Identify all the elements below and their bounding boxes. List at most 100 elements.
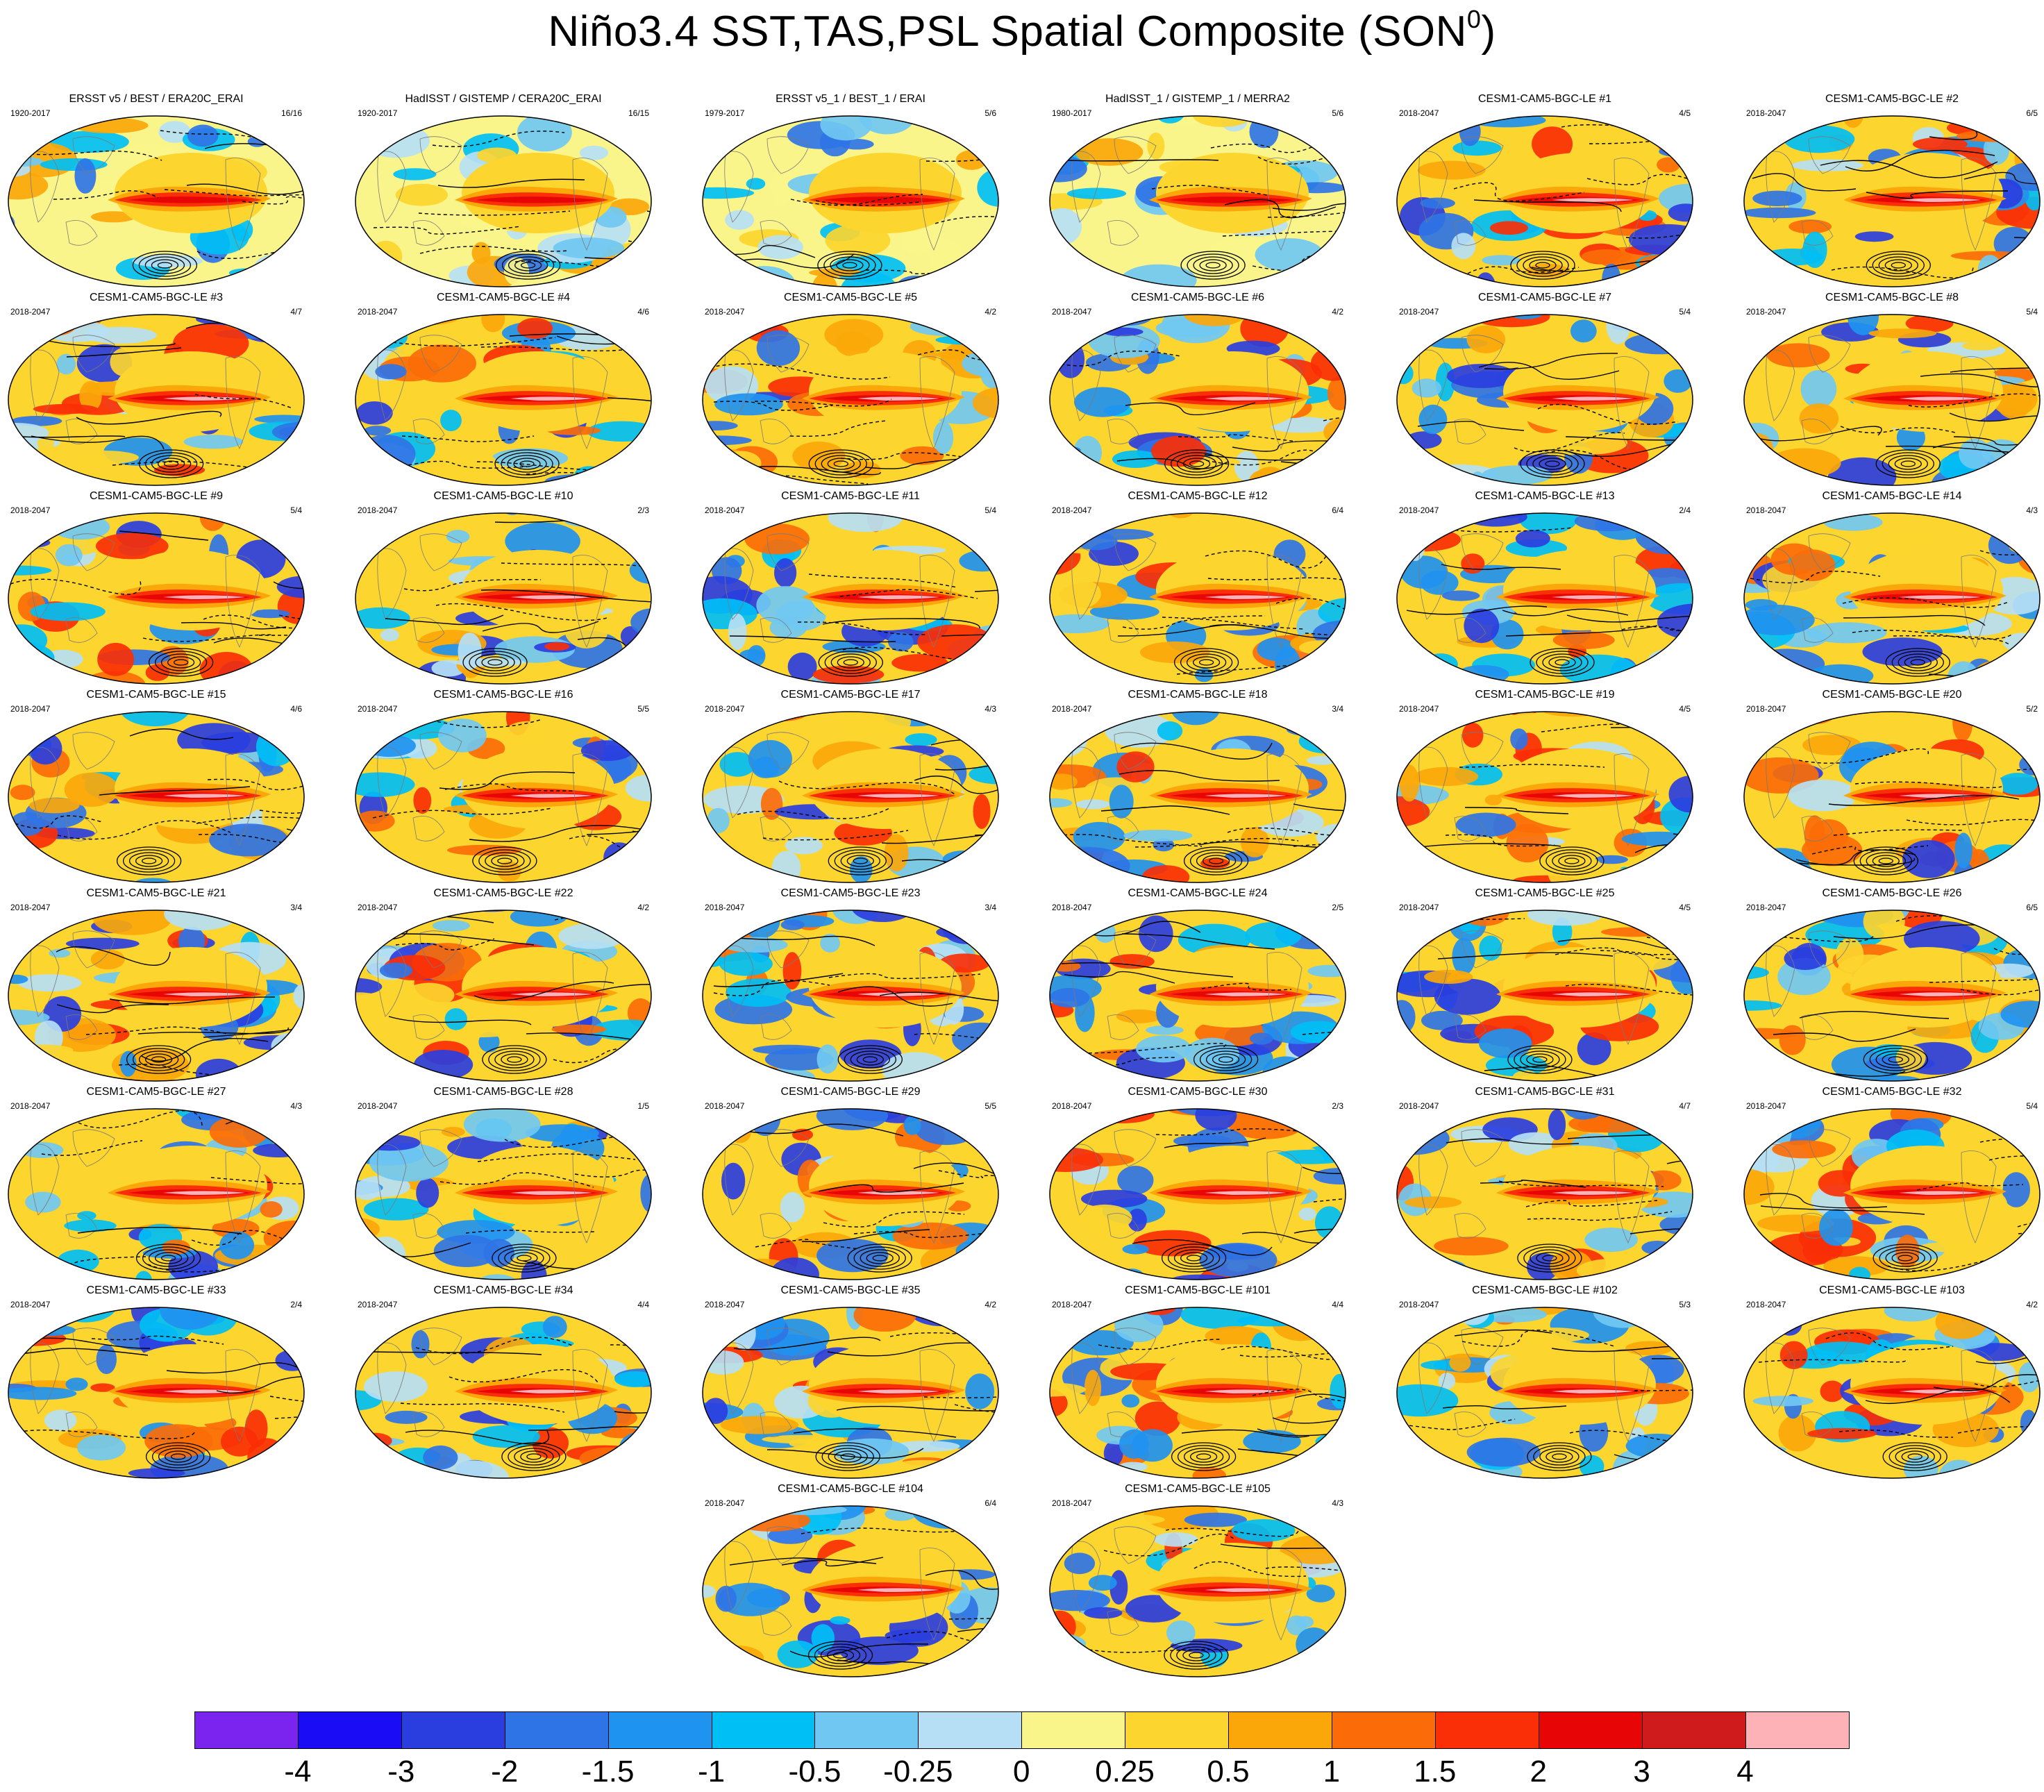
panel-title: CESM1-CAM5-BGC-LE #12 — [1128, 490, 1268, 502]
map-field — [1744, 712, 2040, 882]
panel-years: 2018-2047 — [705, 1300, 745, 1309]
panel-years: 2018-2047 — [358, 307, 398, 317]
panel-years: 2018-2047 — [1746, 903, 1786, 912]
map-projection — [1743, 711, 2041, 883]
map-field — [8, 1307, 304, 1478]
panel-event-count: 6/4 — [985, 1498, 996, 1508]
map-projection — [1049, 115, 1346, 287]
map-panel: CESM1-CAM5-BGC-LE #1 2018-2047 4/5 — [1392, 93, 1698, 292]
panel-years: 2018-2047 — [705, 505, 745, 515]
map-panel: CESM1-CAM5-BGC-LE #20 2018-2047 5/2 — [1739, 689, 2044, 887]
panel-title: CESM1-CAM5-BGC-LE #102 — [1472, 1284, 1618, 1296]
colorbar — [194, 1711, 1850, 1749]
map-field — [1744, 1109, 2040, 1280]
panel-event-count: 4/6 — [290, 704, 302, 714]
map-projection — [1743, 512, 2041, 685]
colorbar-swatch — [1021, 1711, 1126, 1749]
panel-years: 2018-2047 — [1746, 108, 1786, 118]
figure-title-close: ) — [1481, 8, 1496, 56]
panel-event-count: 2/3 — [637, 505, 649, 515]
panel-event-count: 5/6 — [985, 108, 996, 118]
map-panel: CESM1-CAM5-BGC-LE #12 2018-2047 6/4 — [1045, 490, 1350, 689]
map-panel: CESM1-CAM5-BGC-LE #32 2018-2047 5/4 — [1739, 1086, 2044, 1284]
panel-years: 2018-2047 — [358, 704, 398, 714]
map-projection — [1049, 910, 1346, 1082]
panel-event-count: 4/2 — [1332, 307, 1343, 317]
panel-title: CESM1-CAM5-BGC-LE #32 — [1822, 1086, 1962, 1098]
panel-years: 2018-2047 — [1052, 307, 1092, 317]
map-projection — [355, 910, 652, 1082]
map-projection — [1396, 1108, 1693, 1280]
panel-title: CESM1-CAM5-BGC-LE #17 — [780, 689, 921, 701]
panel-title: CESM1-CAM5-BGC-LE #3 — [89, 292, 224, 303]
panel-title: CESM1-CAM5-BGC-LE #13 — [1475, 490, 1615, 502]
colorbar-tick-label: 1 — [1323, 1755, 1341, 1789]
panel-years: 2018-2047 — [1052, 1300, 1092, 1309]
map-field — [1397, 1307, 1693, 1478]
panel-event-count: 16/16 — [280, 108, 302, 118]
map-field — [8, 513, 304, 684]
panel-years: 2018-2047 — [1399, 505, 1439, 515]
panel-title: ERSST v5_1 / BEST_1 / ERAI — [776, 93, 925, 105]
panel-title: CESM1-CAM5-BGC-LE #104 — [778, 1483, 923, 1495]
panel-event-count: 6/5 — [2026, 108, 2038, 118]
map-projection — [355, 314, 652, 486]
map-field — [355, 315, 651, 485]
map-field — [1050, 712, 1346, 882]
panel-event-count: 5/4 — [2026, 307, 2038, 317]
panel-years: 2018-2047 — [1399, 1300, 1439, 1309]
map-field — [1397, 116, 1693, 287]
map-projection — [1049, 1307, 1346, 1479]
panel-title: CESM1-CAM5-BGC-LE #9 — [89, 490, 224, 502]
colorbar-swatch — [1125, 1711, 1230, 1749]
map-projection — [1743, 1307, 2041, 1479]
panel-event-count: 3/4 — [985, 903, 996, 912]
panel-years: 2018-2047 — [1399, 1101, 1439, 1111]
map-projection — [355, 1108, 652, 1280]
panel-title: CESM1-CAM5-BGC-LE #26 — [1822, 887, 1962, 899]
panel-event-count: 6/5 — [2026, 903, 2038, 912]
panel-title: CESM1-CAM5-BGC-LE #105 — [1125, 1483, 1271, 1495]
panel-event-count: 5/4 — [1679, 307, 1691, 317]
colorbar-tick-label: -0.25 — [883, 1755, 953, 1789]
panel-title: CESM1-CAM5-BGC-LE #1 — [1477, 93, 1612, 105]
panel-title: CESM1-CAM5-BGC-LE #101 — [1125, 1284, 1271, 1296]
panel-event-count: 4/3 — [1332, 1498, 1343, 1508]
panel-event-count: 4/2 — [637, 903, 649, 912]
map-field — [355, 116, 651, 287]
map-panel: CESM1-CAM5-BGC-LE #18 2018-2047 3/4 — [1045, 689, 1350, 887]
map-field — [703, 315, 998, 485]
panel-years: 1979-2017 — [705, 108, 745, 118]
panel-title: CESM1-CAM5-BGC-LE #22 — [433, 887, 573, 899]
panel-years: 2018-2047 — [1746, 704, 1786, 714]
panel-years: 2018-2047 — [1399, 108, 1439, 118]
panel-event-count: 4/3 — [2026, 505, 2038, 515]
panel-years: 2018-2047 — [358, 1300, 398, 1309]
panel-years: 2018-2047 — [1746, 1101, 1786, 1111]
map-panel: CESM1-CAM5-BGC-LE #24 2018-2047 2/5 — [1045, 887, 1350, 1086]
map-panel: CESM1-CAM5-BGC-LE #17 2018-2047 4/3 — [698, 689, 1003, 887]
map-field — [1050, 1109, 1346, 1280]
map-projection — [1743, 115, 2041, 287]
map-field — [1050, 1307, 1346, 1478]
panel-event-count: 2/3 — [1332, 1101, 1343, 1111]
panel-event-count: 4/2 — [985, 307, 996, 317]
panel-event-count: 4/4 — [1332, 1300, 1343, 1309]
map-field — [355, 712, 651, 882]
panel-event-count: 4/4 — [637, 1300, 649, 1309]
map-projection — [1396, 711, 1693, 883]
map-projection — [355, 512, 652, 685]
panel-years: 2018-2047 — [358, 1101, 398, 1111]
map-projection — [1049, 1505, 1346, 1677]
map-field — [355, 1307, 651, 1478]
panel-title: CESM1-CAM5-BGC-LE #19 — [1475, 689, 1615, 701]
map-panel: CESM1-CAM5-BGC-LE #11 2018-2047 5/4 — [698, 490, 1003, 689]
map-panel: CESM1-CAM5-BGC-LE #25 2018-2047 4/5 — [1392, 887, 1698, 1086]
map-panel: CESM1-CAM5-BGC-LE #4 2018-2047 4/6 — [351, 292, 656, 490]
map-panel: CESM1-CAM5-BGC-LE #2 2018-2047 6/5 — [1739, 93, 2044, 292]
panel-title: CESM1-CAM5-BGC-LE #34 — [433, 1284, 573, 1296]
colorbar-swatch — [814, 1711, 919, 1749]
figure-title-superscript: 0 — [1466, 5, 1482, 33]
panel-years: 2018-2047 — [705, 1101, 745, 1111]
panel-title: CESM1-CAM5-BGC-LE #18 — [1128, 689, 1268, 701]
